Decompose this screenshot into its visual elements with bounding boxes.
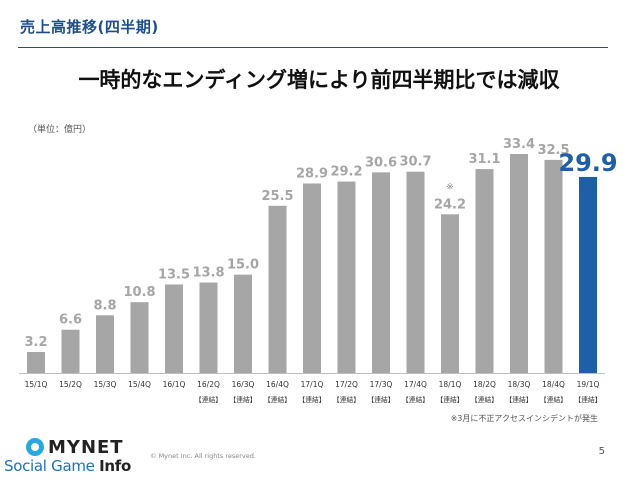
value-label: 25.5 bbox=[261, 189, 293, 204]
category-label: 18/4Q bbox=[542, 380, 565, 389]
consolidated-label: 【連結】 bbox=[264, 395, 291, 404]
consolidated-label: 【連結】 bbox=[436, 395, 463, 404]
bar-15-1Q bbox=[27, 352, 45, 373]
bar-16-4Q bbox=[268, 205, 287, 373]
consolidated-label: 【連結】 bbox=[298, 395, 325, 404]
consolidated-label: 【連結】 bbox=[229, 395, 256, 404]
category-label: 15/1Q bbox=[25, 380, 48, 389]
category-label: 18/2Q bbox=[473, 380, 496, 389]
category-label: 19/1Q bbox=[577, 380, 600, 389]
site-name-watermark: Social Game Info bbox=[4, 457, 131, 475]
annotation-mark: ※ bbox=[446, 182, 454, 192]
value-label: 33.4 bbox=[503, 137, 535, 152]
logo-brand-text: MYNET bbox=[48, 437, 124, 458]
value-label: 28.9 bbox=[296, 167, 328, 182]
category-label: 17/1Q bbox=[301, 380, 324, 389]
bar-18-1Q bbox=[441, 214, 459, 373]
category-label: 16/1Q bbox=[163, 380, 186, 389]
consolidated-label: 【連結】 bbox=[195, 395, 222, 404]
consolidated-label: 【連結】 bbox=[505, 395, 532, 404]
bar-18-3Q bbox=[510, 154, 528, 373]
bar-15-2Q bbox=[61, 329, 80, 373]
category-label: 17/4Q bbox=[404, 380, 427, 389]
bar-15-4Q bbox=[130, 302, 149, 373]
consolidated-label: 【連結】 bbox=[574, 395, 601, 404]
value-label: 30.7 bbox=[399, 155, 431, 170]
value-label: 13.5 bbox=[158, 267, 190, 282]
consolidated-label: 【連結】 bbox=[540, 395, 567, 404]
bar-17-4Q bbox=[406, 171, 425, 373]
value-label: 31.1 bbox=[468, 152, 500, 167]
value-label: 29.2 bbox=[330, 165, 362, 180]
bar-17-3Q bbox=[372, 172, 390, 373]
copyright: © Mynet Inc. All rights reserved. bbox=[150, 452, 256, 460]
bar-16-3Q bbox=[234, 274, 252, 373]
value-label: 29.9 bbox=[558, 149, 617, 177]
mynet-logo: MYNET Social Game Info bbox=[4, 437, 144, 477]
value-label: 15.0 bbox=[227, 258, 259, 273]
consolidated-label: 【連結】 bbox=[367, 395, 394, 404]
value-label: 10.8 bbox=[123, 285, 155, 300]
bar-16-1Q bbox=[165, 284, 183, 373]
category-label: 15/2Q bbox=[59, 380, 82, 389]
value-label: 13.8 bbox=[192, 266, 224, 281]
category-label: 16/2Q bbox=[197, 380, 220, 389]
category-label: 17/2Q bbox=[335, 380, 358, 389]
unit-label: （単位：億円） bbox=[28, 125, 92, 135]
consolidated-label: 【連結】 bbox=[471, 395, 498, 404]
category-label: 18/1Q bbox=[439, 380, 462, 389]
bar-15-3Q bbox=[96, 315, 114, 373]
slide-headline: 一時的なエンディング増により前四半期比では減収 bbox=[78, 68, 560, 92]
bar-16-2Q bbox=[199, 282, 218, 373]
consolidated-label: 【連結】 bbox=[333, 395, 360, 404]
value-label: 3.2 bbox=[24, 335, 47, 350]
bar-18-2Q bbox=[475, 169, 494, 373]
logo-ring-icon bbox=[26, 438, 44, 456]
header-divider bbox=[18, 47, 608, 48]
bar-19-1Q bbox=[579, 176, 597, 373]
section-title: 売上高推移(四半期) bbox=[20, 18, 159, 36]
bar-18-4Q bbox=[544, 159, 563, 373]
site-name-part2: Info bbox=[99, 457, 131, 475]
bar-17-1Q bbox=[303, 183, 321, 373]
value-label: 8.8 bbox=[93, 298, 116, 313]
category-label: 17/3Q bbox=[370, 380, 393, 389]
footnote: ※3月に不正アクセスインシデントが発生 bbox=[450, 414, 598, 423]
value-label: 6.6 bbox=[59, 313, 82, 328]
category-label: 15/3Q bbox=[94, 380, 117, 389]
page-number: 5 bbox=[598, 446, 605, 457]
value-label: 30.6 bbox=[365, 155, 397, 170]
site-name-part1: Social Game bbox=[4, 457, 100, 475]
category-label: 18/3Q bbox=[508, 380, 531, 389]
consolidated-label: 【連結】 bbox=[402, 395, 429, 404]
category-label: 16/4Q bbox=[266, 380, 289, 389]
category-label: 15/4Q bbox=[128, 380, 151, 389]
value-label: 32.5 bbox=[537, 143, 569, 158]
value-label: 24.2 bbox=[434, 197, 466, 212]
bar-17-2Q bbox=[337, 181, 356, 373]
category-label: 16/3Q bbox=[232, 380, 255, 389]
